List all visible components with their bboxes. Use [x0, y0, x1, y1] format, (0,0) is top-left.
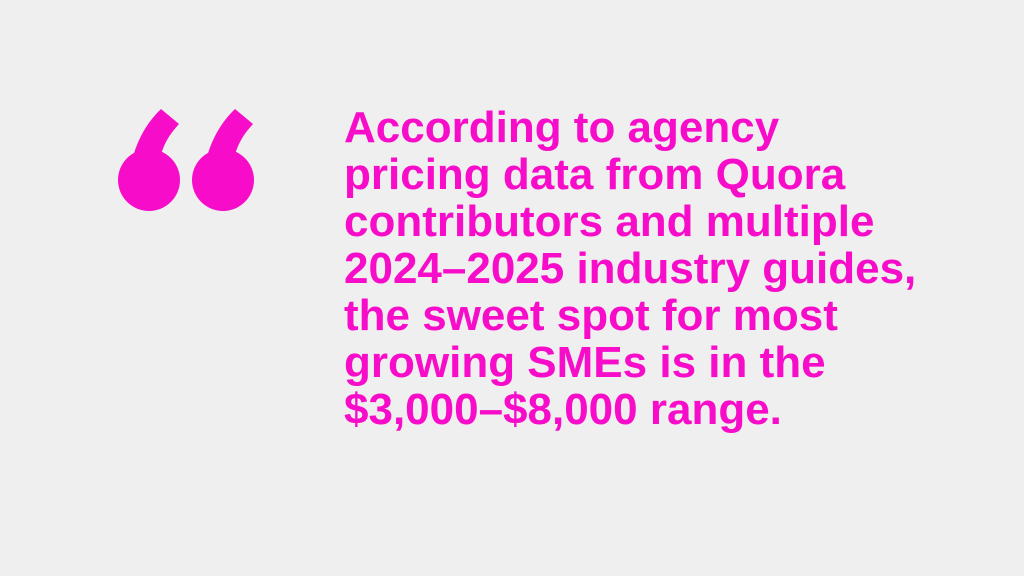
- quote-line: According to agency: [344, 103, 780, 152]
- quote-line: contributors and multiple: [344, 197, 875, 246]
- quote-line: growing SMEs is in the: [344, 338, 826, 387]
- quote-text: According to agency pricing data from Qu…: [344, 104, 984, 433]
- open-quote-icon: [118, 109, 254, 211]
- quote-line: the sweet spot for most: [344, 291, 838, 340]
- quote-line: 2024–2025 industry guides,: [344, 244, 917, 293]
- quote-line: pricing data from Quora: [344, 150, 846, 199]
- quote-line: $3,000–$8,000 range.: [344, 385, 782, 434]
